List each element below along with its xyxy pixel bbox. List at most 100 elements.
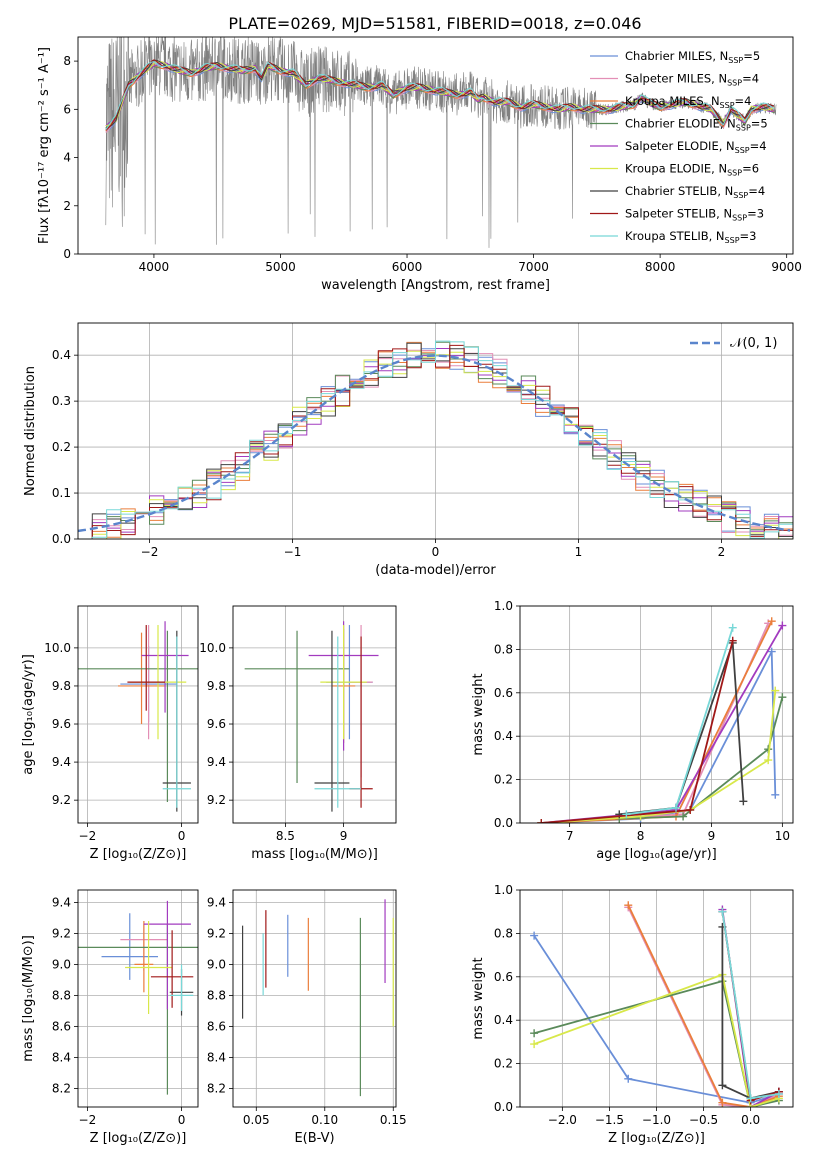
x-tick-label: 7000 [518, 260, 549, 274]
y-tick-label: 0.8 [494, 642, 513, 656]
x-axis-label: Z [log₁₀(Z/Z⊙)] [90, 1131, 187, 1146]
weight-point-marker [728, 636, 737, 645]
y-axis-label: age [log₁₀(age/yr)] [21, 654, 36, 775]
y-tick-label: 9.2 [52, 926, 71, 940]
spectrum-panel: 4000 5000 6000 7000 8000 9000 0 2 4 6 8 wavelength … [37, 36, 802, 293]
errorbar-point [101, 913, 158, 980]
errorbar-point [349, 636, 373, 808]
x-axis-label: Z [log₁₀(Z/Z⊙)] [608, 1131, 705, 1146]
weight-series [537, 621, 787, 823]
legend-model-name: Chabrier ELODIE, N [625, 117, 736, 131]
x-tick-label: 0 [432, 545, 440, 559]
y-tick-label: 0.3 [52, 394, 71, 408]
y-axis-label: mass weight [471, 957, 486, 1039]
figure-title: PLATE=0269, MJD=51581, FIBERID=0018, z=0… [228, 14, 641, 33]
x-tick-label: 6000 [392, 260, 423, 274]
y-tick-label: 9.2 [52, 793, 71, 807]
errorbar-point [244, 630, 350, 784]
weight-point-marker [764, 756, 773, 765]
y-tick-label: 9.0 [207, 957, 226, 971]
x-tick-label: 5000 [265, 260, 296, 274]
y-tick-label: 0.8 [494, 926, 513, 940]
x-axis-label: (data-model)/error [375, 563, 496, 578]
legend-entry: Kroupa ELODIE, NSSP=6 [625, 162, 759, 178]
weight-point-marker [771, 790, 780, 799]
weight-point-marker [530, 931, 539, 940]
y-tick-label: 9.4 [52, 755, 71, 769]
x-tick-label: −1.0 [642, 1113, 671, 1127]
weight-point-marker [686, 805, 695, 814]
y-tick-label: 1.0 [494, 599, 513, 613]
legend-nssp-value: =4 [742, 72, 759, 86]
errorbar-point [314, 636, 362, 808]
y-tick-label: 9.0 [52, 957, 71, 971]
weight-point-marker [622, 810, 631, 819]
weight_vs_Z-frame [519, 889, 794, 1108]
weight-point-marker [718, 1081, 727, 1090]
weight-point-marker [718, 907, 727, 916]
legend-subscript: SSP [725, 236, 740, 245]
legend-model-name: Kroupa MILES, N [625, 94, 720, 108]
legend-model-name: Kroupa ELODIE, N [625, 162, 727, 176]
age_vs_mass-plot-area [244, 621, 379, 812]
y-tick-label: 9.4 [207, 895, 226, 909]
y-tick-label: 0.6 [494, 970, 513, 984]
x-tick-label: −2 [79, 829, 97, 843]
spectrum-plot-area [105, 37, 777, 248]
residual-histogram [78, 340, 793, 539]
x-tick-label: 1 [575, 545, 583, 559]
y-tick-label: 9.4 [52, 895, 71, 909]
x-tick-label: 0 [178, 1113, 186, 1127]
y-axis-label: mass [log₁₀(M/M⊙)] [21, 935, 36, 1062]
y-tick-label: 8.2 [52, 1081, 71, 1095]
x-tick-label: −2 [79, 1113, 97, 1127]
y-tick-label: 1.0 [494, 883, 513, 897]
x-tick-label: 9 [340, 829, 348, 843]
y-tick-label: 8 [63, 54, 71, 68]
y-tick-label: 0.2 [52, 440, 71, 454]
age_vs_Z-plot-area [78, 621, 198, 812]
weight-point-marker [718, 1098, 727, 1107]
y-tick-label: 0.0 [494, 816, 513, 830]
errorbar-point [125, 921, 173, 1014]
y-tick-label: 0.6 [494, 686, 513, 700]
legend-subscript: SSP [720, 101, 735, 110]
errorbar-point [150, 930, 194, 1008]
y-tick-label: 8.8 [207, 988, 226, 1002]
legend-entry: Chabrier ELODIE, NSSP=5 [625, 117, 768, 133]
y-tick-label: 0.0 [494, 1100, 513, 1114]
normal-reference-curve [78, 354, 791, 533]
y-tick-label: 2 [63, 199, 71, 213]
model-spectrum-line [105, 59, 775, 131]
weight_vs_age-panel: 7 8 9 10 0.0 0.2 0.4 0.6 0.8 1.0 age [log₁₀(age/yr… [471, 599, 794, 862]
y-tick-label: 8.4 [207, 1050, 226, 1064]
legend-entry: Salpeter MILES, NSSP=4 [625, 72, 759, 88]
legend-nssp-value: =5 [743, 49, 760, 63]
weight-series [537, 636, 737, 823]
errorbar-point [78, 630, 198, 803]
legend-entry: Salpeter ELODIE, NSSP=4 [625, 139, 767, 155]
y-tick-label: 10.0 [199, 641, 226, 655]
y-axis-label: Flux [fλ10⁻¹⁷ erg cm⁻² s⁻¹ A⁻¹] [37, 47, 52, 244]
errorbar-point [143, 900, 191, 1010]
mass_vs_ebv-plot-area [241, 899, 394, 1097]
residuals-panel: −2 −1 0 1 2 0.0 0.1 0.2 0.3 0.4 (data-model)/error… [23, 322, 794, 578]
model-spectrum-line [105, 61, 775, 130]
mass_vs_ebv-panel: 0.05 0.10 0.15 8.2 8.4 8.6 8.8 9.0 9.2 9.4 E(B-V) [207, 889, 407, 1146]
legend-nssp-value: =4 [750, 139, 767, 153]
legend-subscript: SSP [727, 169, 742, 178]
errorbar-point [314, 630, 350, 812]
x-tick-label: −0.5 [689, 1113, 718, 1127]
weight-point-marker [624, 1074, 633, 1083]
y-tick-label: 9.6 [52, 717, 71, 731]
mass_vs_Z-frame [77, 889, 199, 1108]
weight-point-marker [672, 803, 680, 812]
y-tick-label: 8.4 [52, 1050, 71, 1064]
x-tick-label: 0.05 [243, 1113, 270, 1127]
legend-subscript: SSP [733, 191, 748, 200]
weight-series-line [533, 973, 780, 1107]
weight-point-marker [739, 797, 748, 806]
legend-nssp-value: =3 [747, 207, 764, 221]
legend-subscript: SSP [727, 79, 742, 88]
